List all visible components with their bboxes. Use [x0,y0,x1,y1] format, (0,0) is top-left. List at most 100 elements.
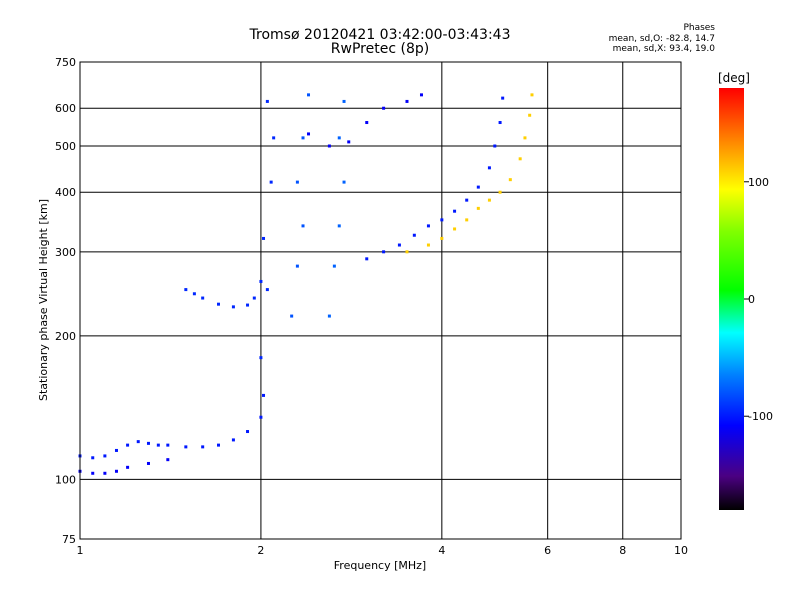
data-point [146,461,150,465]
data-point [290,314,294,318]
y-tick-label: 500 [55,140,76,153]
colorbar-tick-label: 100 [748,176,769,189]
data-point [192,292,196,296]
colorbar-tick-label: 0 [748,293,755,306]
data-point [476,185,480,189]
series-spread-f-column-near-2-7-mhz [327,99,346,318]
data-point [246,303,250,307]
series-o-mode-low-e-trace [78,393,266,460]
x-tick-label: 1 [77,544,84,557]
data-point [231,438,235,442]
data-point [103,454,107,458]
data-point [487,166,491,170]
y-tick-label: 100 [55,473,76,486]
data-point [307,132,311,136]
series-o-mode-e-region-lower-trace [78,458,170,475]
data-point [126,465,130,469]
data-point [166,458,170,462]
data-point [405,99,409,103]
data-point [265,99,269,103]
data-point [397,243,401,247]
x-tick-label: 10 [674,544,688,557]
data-point [487,198,491,202]
series-o-mode-upper-trace [307,93,423,148]
data-point [530,93,534,97]
data-point [184,445,188,449]
y-tick-label: 750 [55,56,76,69]
data-point [501,96,505,100]
data-point [365,121,369,125]
data-point [327,314,331,318]
data-point [342,99,346,103]
phase-stats-x-mode: mean, sd,X: 93.4, 19.0 [612,44,715,54]
data-point [498,121,502,125]
data-point [301,224,305,228]
y-axis-label: Stationary phase Virtual Height [km] [37,199,50,401]
data-point [337,136,341,140]
data-point [262,393,266,397]
data-point [252,296,256,300]
data-point [337,224,341,228]
data-point [498,190,502,194]
data-point [295,180,299,184]
y-tick-label: 300 [55,246,76,259]
data-point [426,243,430,247]
series-spread-f-column-near-2-mhz [259,99,276,360]
x-axis-label: Frequency [MHz] [334,559,426,572]
data-point [476,206,480,210]
data-point [265,288,269,292]
data-point [156,443,160,447]
colorbar-label: [deg] [718,71,750,85]
data-point [259,356,263,360]
y-tick-label: 200 [55,330,76,343]
data-point [465,218,469,222]
data-point [419,93,423,97]
data-point [295,264,299,268]
data-point [126,443,130,447]
series-x-mode-f2-trace [405,93,534,254]
y-tick-label: 400 [55,186,76,199]
data-point [493,144,497,148]
chart-title: Tromsø 20120421 03:42:00-03:43:43 [249,27,511,43]
data-point [405,250,409,254]
data-point [262,236,266,240]
data-point [440,218,444,222]
colorbar-tick-label: -100 [748,410,773,423]
data-point [269,180,273,184]
data-point [184,288,188,292]
y-tick-label: 75 [62,533,76,546]
y-tick-label: 600 [55,102,76,115]
data-point [528,113,532,117]
data-point [216,443,220,447]
data-point [327,144,331,148]
data-point [114,448,118,452]
data-point [453,227,457,231]
phase-stats-header: Phases [683,23,715,33]
data-point [365,257,369,261]
data-point [103,471,107,475]
chart-subtitle: RwPretec (8p) [330,41,430,57]
data-point [231,305,235,309]
data-point [382,106,386,110]
data-point [201,296,205,300]
series-o-mode-f2-trace [365,96,505,261]
colorbar [719,88,744,510]
data-point [146,441,150,445]
data-point [412,233,416,237]
data-point [426,224,430,228]
x-tick-label: 2 [257,544,264,557]
data-point [259,279,263,283]
data-point [136,440,140,444]
series-spread-f-column-near-2-3-mhz [290,93,311,318]
data-point [259,415,263,419]
x-tick-label: 8 [619,544,626,557]
data-point [201,445,205,449]
data-point [246,430,250,434]
data-point [91,471,95,475]
data-point [518,157,522,161]
series-o-mode-f1-cusp-trace [184,279,263,309]
data-point [347,140,351,144]
data-point [523,136,527,140]
data-point [91,456,95,460]
